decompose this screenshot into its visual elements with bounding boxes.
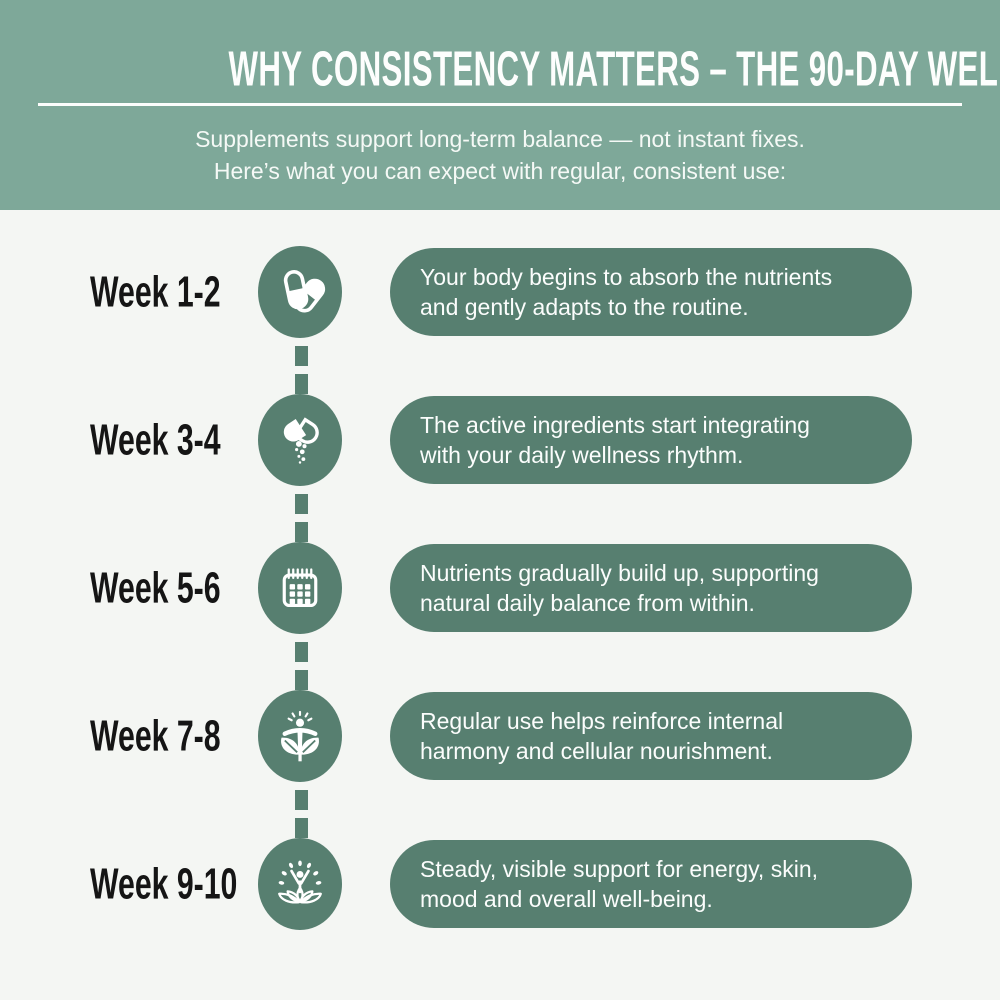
timeline-connector	[295, 494, 308, 542]
timeline-row-week-9-10: Week 9-10	[0, 810, 1000, 958]
week-label: Week 9-10	[90, 859, 238, 908]
timeline-row-week-5-6: Week 5-6	[0, 514, 1000, 690]
title-divider	[38, 103, 962, 106]
timeline-connector	[295, 642, 308, 690]
description-line: The active ingredients start integrating	[420, 412, 810, 438]
week-label: Week 5-6	[90, 563, 221, 612]
description-line: natural daily balance from within.	[420, 589, 755, 616]
timeline-row-week-7-8: Week 7-8	[0, 662, 1000, 838]
description-line: mood and overall well-being.	[420, 885, 713, 912]
description-line: Your body begins to absorb the nutrients	[420, 264, 833, 290]
person-growth-icon	[258, 690, 342, 782]
description-pill: Regular use helps reinforce internal har…	[390, 692, 912, 780]
open-capsule-icon	[258, 394, 342, 486]
calendar-icon	[258, 542, 342, 634]
timeline-row-week-1-2: Week 1-2 Your body begins to absorb the …	[0, 218, 1000, 394]
description-pill: The active ingredients start integrating…	[390, 396, 912, 484]
timeline-row-week-3-4: Week 3-4	[0, 366, 1000, 542]
page-title-wrap: WHY CONSISTENCY MATTERS – THE 90-DAY WEL…	[0, 40, 1000, 96]
pills-icon	[258, 246, 342, 338]
timeline-connector	[295, 346, 308, 394]
description-pill: Steady, visible support for energy, skin…	[390, 840, 912, 928]
description-line: Regular use helps reinforce internal	[420, 708, 784, 734]
description-line: harmony and cellular nourishment.	[420, 737, 773, 764]
week-label: Week 1-2	[90, 267, 221, 316]
subtitle-line-1: Supplements support long-term balance — …	[195, 126, 805, 152]
description-line: Nutrients gradually build up, supporting	[420, 560, 819, 586]
description-pill: Your body begins to absorb the nutrients…	[390, 248, 912, 336]
description-line: Steady, visible support for energy, skin…	[420, 856, 819, 882]
header-banner: WHY CONSISTENCY MATTERS – THE 90-DAY WEL…	[0, 0, 1000, 210]
description-line: and gently adapts to the routine.	[420, 293, 749, 320]
page-title: WHY CONSISTENCY MATTERS – THE 90-DAY WEL…	[228, 40, 1000, 96]
timeline-connector	[295, 790, 308, 838]
description-pill: Nutrients gradually build up, supporting…	[390, 544, 912, 632]
week-label: Week 3-4	[90, 415, 221, 464]
lotus-person-icon	[258, 838, 342, 930]
timeline: Week 1-2 Your body begins to absorb the …	[0, 210, 1000, 1000]
week-label: Week 7-8	[90, 711, 221, 760]
subtitle-line-2: Here’s what you can expect with regular,…	[213, 158, 787, 184]
description-line: with your daily wellness rhythm.	[420, 441, 744, 468]
